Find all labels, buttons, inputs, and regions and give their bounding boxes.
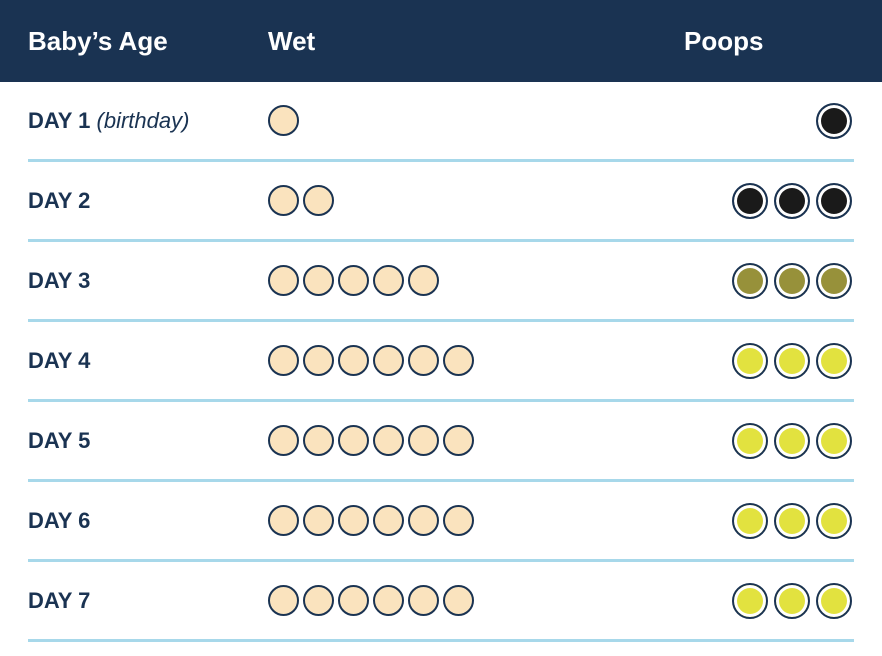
wet-dot-icon (303, 505, 334, 536)
table-row: DAY 3 (28, 242, 854, 322)
wet-cell (268, 345, 704, 376)
poops-cell (704, 583, 854, 619)
wet-cell (268, 505, 704, 536)
table-body: DAY 1 (birthday) DAY 2 DAY 3 DAY 4 DAY 5 DAY … (0, 82, 882, 642)
poop-dot-icon (732, 503, 768, 539)
wet-dot-icon (268, 345, 299, 376)
poop-dot-icon (816, 103, 852, 139)
day-label: DAY 6 (28, 508, 268, 534)
poops-cell (704, 503, 854, 539)
table-row: DAY 6 (28, 482, 854, 562)
wet-dot-icon (408, 345, 439, 376)
poops-cell (704, 343, 854, 379)
wet-dot-icon (338, 345, 369, 376)
wet-cell (268, 585, 704, 616)
table-header: Baby’s Age Wet Poops (0, 0, 882, 82)
wet-dot-icon (268, 425, 299, 456)
wet-dot-icon (268, 185, 299, 216)
header-wet: Wet (268, 26, 684, 57)
wet-dot-icon (443, 585, 474, 616)
day-note: (birthday) (90, 108, 189, 133)
poop-dot-icon (732, 583, 768, 619)
poop-dot-icon (774, 423, 810, 459)
wet-dot-icon (408, 505, 439, 536)
poop-dot-icon (774, 503, 810, 539)
wet-dot-icon (373, 425, 404, 456)
wet-dot-icon (373, 345, 404, 376)
poop-dot-icon (774, 343, 810, 379)
day-label: DAY 5 (28, 428, 268, 454)
table-row: DAY 5 (28, 402, 854, 482)
wet-dot-icon (268, 105, 299, 136)
wet-dot-icon (268, 505, 299, 536)
poops-cell (704, 263, 854, 299)
day-label: DAY 4 (28, 348, 268, 374)
poop-dot-icon (816, 263, 852, 299)
wet-dot-icon (303, 345, 334, 376)
wet-dot-icon (268, 585, 299, 616)
day-label: DAY 2 (28, 188, 268, 214)
wet-dot-icon (408, 585, 439, 616)
poop-dot-icon (774, 183, 810, 219)
poop-dot-icon (732, 183, 768, 219)
poop-dot-icon (774, 263, 810, 299)
poop-dot-icon (816, 503, 852, 539)
wet-cell (268, 265, 704, 296)
wet-dot-icon (373, 265, 404, 296)
poops-cell (704, 423, 854, 459)
wet-dot-icon (408, 265, 439, 296)
wet-cell (268, 425, 704, 456)
poop-dot-icon (732, 263, 768, 299)
poops-cell (704, 183, 854, 219)
wet-cell (268, 105, 704, 136)
wet-dot-icon (338, 265, 369, 296)
wet-dot-icon (338, 505, 369, 536)
table-row: DAY 1 (birthday) (28, 82, 854, 162)
poop-dot-icon (816, 183, 852, 219)
poop-dot-icon (732, 343, 768, 379)
table-row: DAY 4 (28, 322, 854, 402)
day-label: DAY 1 (birthday) (28, 108, 268, 134)
wet-dot-icon (408, 425, 439, 456)
wet-dot-icon (443, 425, 474, 456)
day-label: DAY 3 (28, 268, 268, 294)
wet-dot-icon (303, 185, 334, 216)
wet-dot-icon (338, 425, 369, 456)
wet-dot-icon (303, 265, 334, 296)
poop-dot-icon (816, 343, 852, 379)
poop-dot-icon (732, 423, 768, 459)
wet-dot-icon (303, 425, 334, 456)
header-poops: Poops (684, 26, 854, 57)
poop-dot-icon (816, 583, 852, 619)
day-label: DAY 7 (28, 588, 268, 614)
poop-dot-icon (816, 423, 852, 459)
header-age: Baby’s Age (28, 26, 268, 57)
wet-dot-icon (443, 345, 474, 376)
poops-cell (704, 103, 854, 139)
wet-dot-icon (268, 265, 299, 296)
table-row: DAY 7 (28, 562, 854, 642)
wet-dot-icon (373, 505, 404, 536)
wet-dot-icon (373, 585, 404, 616)
wet-dot-icon (303, 585, 334, 616)
wet-dot-icon (338, 585, 369, 616)
table-row: DAY 2 (28, 162, 854, 242)
poop-dot-icon (774, 583, 810, 619)
wet-cell (268, 185, 704, 216)
wet-dot-icon (443, 505, 474, 536)
